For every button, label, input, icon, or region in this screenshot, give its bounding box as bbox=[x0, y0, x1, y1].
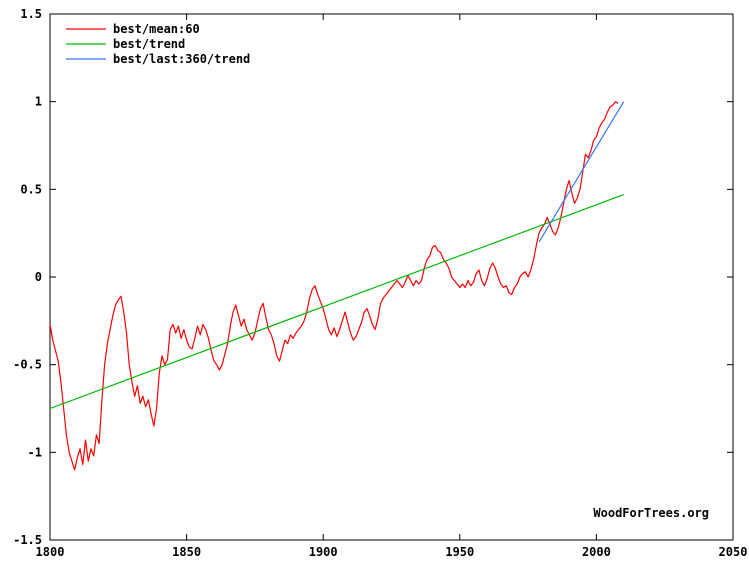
tick-labels: 1800 1850 1900 1950 2000 2050 -1.5 -1 -0.5 0 0.5 1 1… bbox=[13, 7, 747, 559]
x-tick-label: 1850 bbox=[172, 545, 201, 559]
y-tick-label: 1 bbox=[35, 95, 42, 109]
series-line-best-trend bbox=[49, 194, 624, 410]
series-line-best-mean-60 bbox=[49, 101, 619, 471]
y-tick-label: 0.5 bbox=[20, 182, 42, 196]
ticks bbox=[49, 13, 734, 541]
x-tick-label: 2000 bbox=[582, 545, 611, 559]
y-tick-label: -1.5 bbox=[13, 533, 42, 547]
y-tick-label: -1 bbox=[28, 445, 42, 459]
x-tick-label: 2050 bbox=[719, 545, 748, 559]
legend-label: best/last:360/trend bbox=[113, 52, 250, 66]
y-tick-label: -0.5 bbox=[13, 358, 42, 372]
x-tick-label: 1800 bbox=[36, 545, 65, 559]
legend: best/mean:60best/trendbest/last:360/tren… bbox=[66, 22, 250, 66]
x-tick-label: 1900 bbox=[309, 545, 338, 559]
plot-frame bbox=[49, 13, 734, 541]
legend-label: best/mean:60 bbox=[113, 22, 200, 36]
x-tick-label: 1950 bbox=[445, 545, 474, 559]
credit-label: WoodForTrees.org bbox=[593, 506, 709, 520]
series-line-best-last-360-trend bbox=[538, 101, 625, 243]
y-tick-label: 1.5 bbox=[20, 7, 42, 21]
legend-label: best/trend bbox=[113, 37, 185, 51]
y-tick-label: 0 bbox=[35, 270, 42, 284]
plot-lines bbox=[49, 101, 625, 471]
